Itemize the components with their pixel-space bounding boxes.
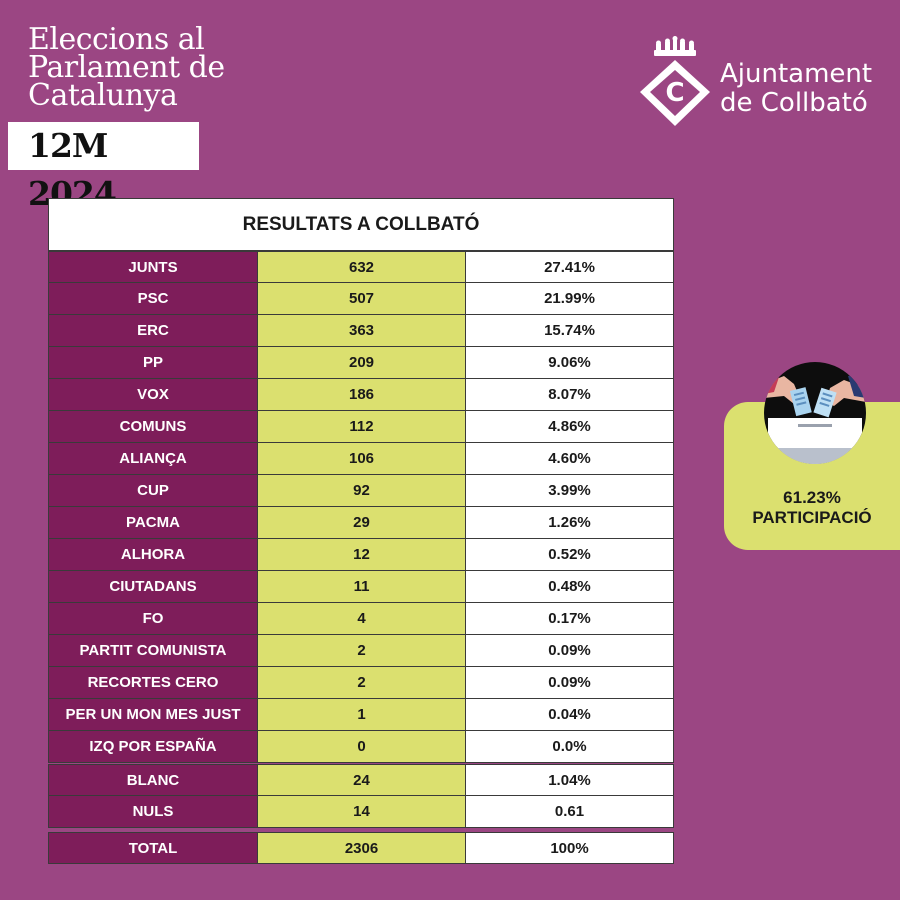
- party-name: ALHORA: [48, 539, 257, 570]
- vote-percentage: 0.09%: [465, 635, 674, 666]
- table-row: PSC 507 21.99%: [48, 283, 674, 315]
- table-row: VOX 186 8.07%: [48, 379, 674, 411]
- vote-count: 186: [257, 379, 465, 410]
- participation-label: PARTICIPACIÓ: [752, 508, 872, 527]
- vote-count: 4: [257, 603, 465, 634]
- party-name: CIUTADANS: [48, 571, 257, 602]
- table-row: RECORTES CERO 2 0.09%: [48, 667, 674, 699]
- vote-count: 2: [257, 635, 465, 666]
- vote-count: 12: [257, 539, 465, 570]
- table-row: ALHORA 12 0.52%: [48, 539, 674, 571]
- vote-percentage: 0.48%: [465, 571, 674, 602]
- crest-letter: C: [665, 78, 684, 108]
- title-line-3: Catalunya: [28, 78, 178, 113]
- party-name: PARTIT COMUNISTA: [48, 635, 257, 666]
- party-name: RECORTES CERO: [48, 667, 257, 698]
- ballot-box-icon: [764, 362, 866, 464]
- party-name: CUP: [48, 475, 257, 506]
- vote-count: 11: [257, 571, 465, 602]
- vote-count: 0: [257, 731, 465, 762]
- poster-title: Eleccions al Parlament de Catalunya: [28, 22, 225, 113]
- vote-percentage: 0.52%: [465, 539, 674, 570]
- vote-count: 92: [257, 475, 465, 506]
- table-row: PACMA 29 1.26%: [48, 507, 674, 539]
- logo-line-1: Ajuntament: [720, 59, 873, 89]
- party-name: TOTAL: [48, 833, 257, 863]
- vote-percentage: 0.0%: [465, 731, 674, 762]
- vote-count: 106: [257, 443, 465, 474]
- vote-percentage: 4.86%: [465, 411, 674, 442]
- vote-count: 14: [257, 796, 465, 827]
- vote-percentage: 3.99%: [465, 475, 674, 506]
- collbato-crest-icon: C: [640, 36, 710, 126]
- vote-percentage: 1.26%: [465, 507, 674, 538]
- vote-count: 112: [257, 411, 465, 442]
- vote-percentage: 0.04%: [465, 699, 674, 730]
- vote-count: 507: [257, 283, 465, 314]
- title-line-1: Eleccions al: [28, 22, 205, 57]
- party-name: VOX: [48, 379, 257, 410]
- vote-percentage: 21.99%: [465, 283, 674, 314]
- table-row: PP 209 9.06%: [48, 347, 674, 379]
- participation-text: 61.23% PARTICIPACIÓ: [724, 488, 900, 528]
- vote-percentage: 15.74%: [465, 315, 674, 346]
- table-row: PER UN MON MES JUST 1 0.04%: [48, 699, 674, 731]
- table-row: JUNTS 632 27.41%: [48, 251, 674, 283]
- vote-percentage: 100%: [465, 833, 674, 863]
- table-row: BLANC 24 1.04%: [48, 764, 674, 796]
- vote-count: 24: [257, 765, 465, 795]
- vote-count: 1: [257, 699, 465, 730]
- party-name: PER UN MON MES JUST: [48, 699, 257, 730]
- vote-count: 209: [257, 347, 465, 378]
- party-name: PSC: [48, 283, 257, 314]
- logo-line-2: de Collbató: [720, 88, 868, 118]
- table-row: PARTIT COMUNISTA 2 0.09%: [48, 635, 674, 667]
- vote-count: 2: [257, 667, 465, 698]
- vote-percentage: 8.07%: [465, 379, 674, 410]
- table-row: ALIANÇA 106 4.60%: [48, 443, 674, 475]
- table-row: FO 4 0.17%: [48, 603, 674, 635]
- party-name: JUNTS: [48, 252, 257, 282]
- vote-count: 2306: [257, 833, 465, 863]
- party-name: COMUNS: [48, 411, 257, 442]
- vote-count: 632: [257, 252, 465, 282]
- party-name: PP: [48, 347, 257, 378]
- party-name: NULS: [48, 796, 257, 827]
- ajuntament-logo: C Ajuntament de Collbató: [638, 36, 878, 128]
- participation-value: 61.23%: [783, 488, 841, 507]
- table-row: ERC 363 15.74%: [48, 315, 674, 347]
- results-table-title: RESULTATS A COLLBATÓ: [48, 198, 674, 251]
- election-date-label: 12M 2024: [8, 122, 199, 213]
- table-total-row: TOTAL 2306 100%: [48, 832, 674, 864]
- vote-percentage: 4.60%: [465, 443, 674, 474]
- vote-percentage: 0.17%: [465, 603, 674, 634]
- title-line-2: Parlament de: [28, 50, 225, 85]
- party-name: ALIANÇA: [48, 443, 257, 474]
- vote-count: 363: [257, 315, 465, 346]
- logo-text: Ajuntament de Collbató: [720, 60, 872, 118]
- party-name: ERC: [48, 315, 257, 346]
- vote-count: 29: [257, 507, 465, 538]
- table-row: CUP 92 3.99%: [48, 475, 674, 507]
- vote-percentage: 27.41%: [465, 252, 674, 282]
- vote-percentage: 1.04%: [465, 765, 674, 795]
- vote-percentage: 9.06%: [465, 347, 674, 378]
- party-name: PACMA: [48, 507, 257, 538]
- vote-percentage: 0.09%: [465, 667, 674, 698]
- party-name: BLANC: [48, 765, 257, 795]
- table-row: NULS 14 0.61: [48, 796, 674, 828]
- table-row: CIUTADANS 11 0.48%: [48, 571, 674, 603]
- table-row: COMUNS 112 4.86%: [48, 411, 674, 443]
- party-name: FO: [48, 603, 257, 634]
- party-name: IZQ POR ESPAÑA: [48, 731, 257, 762]
- table-row: IZQ POR ESPAÑA 0 0.0%: [48, 731, 674, 763]
- vote-percentage: 0.61: [465, 796, 674, 827]
